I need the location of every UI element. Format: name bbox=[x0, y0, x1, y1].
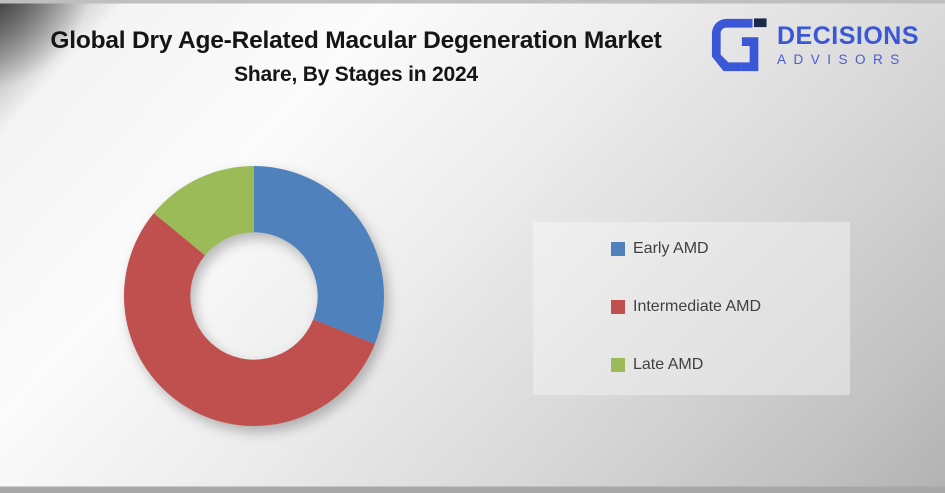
legend-color-swatch bbox=[611, 358, 625, 372]
decisions-advisors-logo-icon bbox=[710, 16, 768, 74]
page-title-line2: Share, By Stages in 2024 bbox=[234, 63, 478, 86]
donut-slice-intermediate-amd bbox=[124, 213, 375, 427]
logo-tagline: ADVISORS bbox=[776, 52, 907, 67]
legend-item-intermediate-amd: Intermediate AMD bbox=[611, 296, 850, 318]
legend-color-swatch bbox=[611, 242, 625, 256]
page-title: Global Dry Age-Related Macular Degenerat… bbox=[22, 24, 690, 92]
donut-chart bbox=[104, 146, 404, 446]
page-title-line1: Global Dry Age-Related Macular Degenerat… bbox=[50, 27, 662, 54]
donut-slice-late-amd bbox=[153, 166, 254, 256]
logo-text: DECISIONS ADVISORS bbox=[777, 23, 919, 67]
donut-slice-early-amd bbox=[254, 166, 384, 344]
company-logo: DECISIONS ADVISORS bbox=[710, 16, 919, 74]
logo-name: DECISIONS bbox=[776, 22, 919, 50]
legend-color-swatch bbox=[611, 300, 625, 314]
legend-item-early-amd: Early AMD bbox=[611, 238, 850, 260]
legend-label: Late AMD bbox=[633, 356, 704, 373]
chart-legend: Early AMD Intermediate AMD Late AMD bbox=[533, 222, 850, 395]
legend-item-late-amd: Late AMD bbox=[611, 354, 850, 376]
legend-label: Intermediate AMD bbox=[633, 298, 762, 315]
legend-label: Early AMD bbox=[633, 240, 709, 257]
